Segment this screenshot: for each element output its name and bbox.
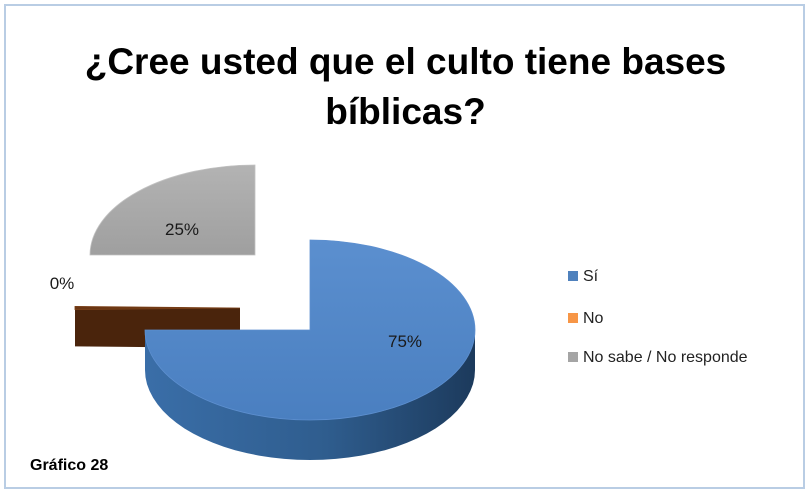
slice-side-s [145,330,475,460]
figure-caption: Gráfico 28 [30,457,109,474]
legend-swatch-no-sabe [568,352,578,362]
slice-top-no [74,305,241,311]
slice-top-no-sabe-no-responde [89,164,256,256]
legend-item-no-sabe: No sabe / No responde [568,349,748,367]
data-label-2: 25% [165,220,199,239]
legend-label-no: No [583,310,604,327]
legend-label-si: Sí [583,268,599,285]
legend-item-si: Sí [568,268,598,286]
data-label-1: 0% [50,274,75,293]
chart-title-line-1: ¿Cree usted que el culto tiene bases [84,41,727,82]
legend-swatch-si [568,271,578,281]
legend-swatch-no [568,313,578,323]
slice-top-s [144,239,476,421]
legend-item-no: No [568,310,603,328]
chart-title-line-2: bíblicas? [325,91,486,132]
data-label-0: 75% [388,332,422,351]
legend-label-no-sabe: No sabe / No responde [583,349,748,366]
